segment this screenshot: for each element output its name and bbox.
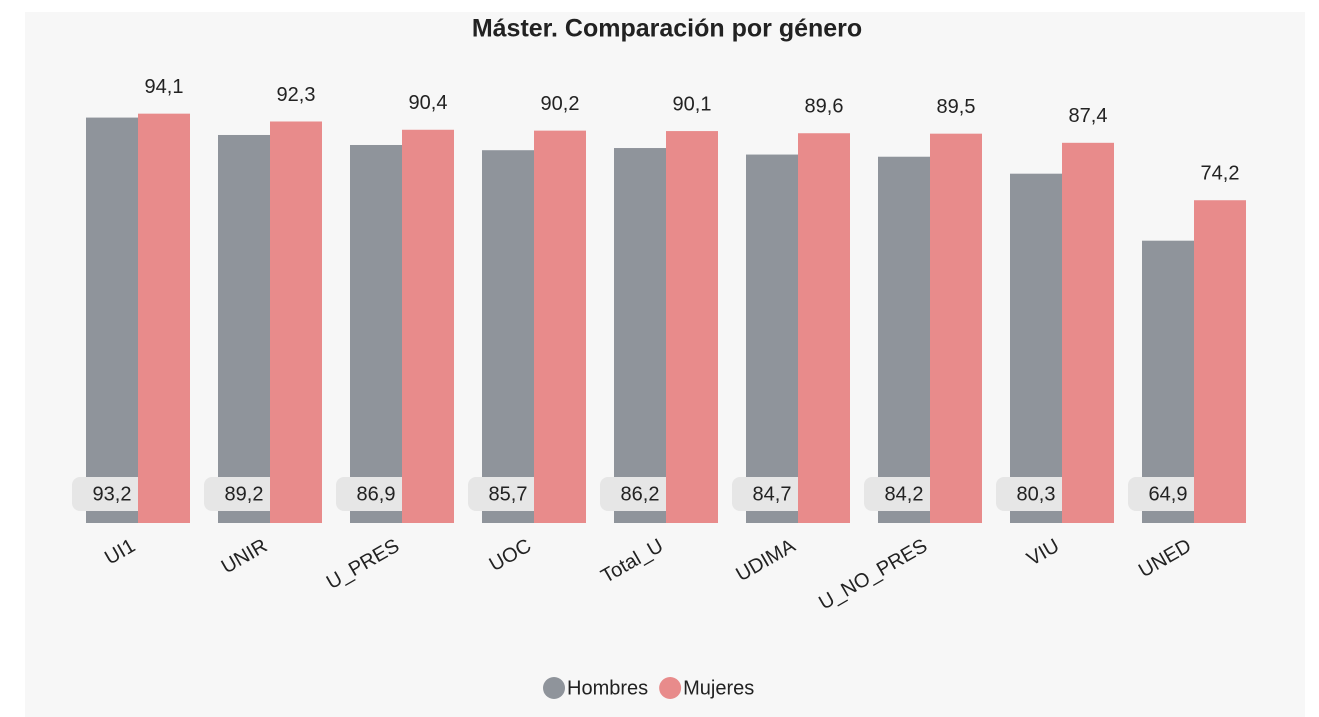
legend-label: Hombres xyxy=(567,677,648,699)
bar xyxy=(1062,142,1114,523)
legend-marker xyxy=(543,677,565,699)
data-label: 90,4 xyxy=(409,92,448,114)
bar xyxy=(930,133,982,524)
data-label: 89,5 xyxy=(937,96,976,118)
data-label: 94,1 xyxy=(145,76,184,98)
data-label-box xyxy=(336,477,416,511)
data-label: 85,7 xyxy=(489,483,528,505)
bar xyxy=(1142,240,1194,523)
bar xyxy=(482,150,534,523)
bar xyxy=(138,113,190,523)
bar xyxy=(1194,200,1246,524)
legend-marker xyxy=(659,677,682,699)
data-label-box xyxy=(732,477,812,511)
bar xyxy=(270,121,322,524)
bar xyxy=(402,129,454,523)
chart-title: Máster. Comparación por género xyxy=(472,15,862,43)
data-label-box xyxy=(864,477,944,511)
bar xyxy=(798,133,850,524)
data-label: 74,2 xyxy=(1201,163,1240,185)
data-label: 80,3 xyxy=(1017,483,1056,505)
bar xyxy=(534,130,586,523)
data-label: 84,2 xyxy=(885,483,924,505)
data-label: 93,2 xyxy=(93,483,132,505)
data-label: 87,4 xyxy=(1069,105,1108,127)
data-label: 89,6 xyxy=(805,96,844,118)
bar xyxy=(350,144,402,524)
data-label-box xyxy=(600,477,680,511)
data-label: 90,2 xyxy=(541,93,580,115)
data-label-box xyxy=(996,477,1076,511)
bar xyxy=(878,156,930,524)
bar xyxy=(666,131,718,523)
data-label: 64,9 xyxy=(1149,483,1188,505)
data-label: 92,3 xyxy=(277,84,316,106)
data-label-box xyxy=(468,477,548,511)
legend-label: Mujeres xyxy=(683,677,754,699)
data-label-box xyxy=(72,477,152,511)
data-label-box xyxy=(1128,477,1208,511)
bar xyxy=(86,117,138,523)
data-label: 90,1 xyxy=(673,93,712,115)
data-label: 86,9 xyxy=(357,483,396,505)
data-label: 89,2 xyxy=(225,483,264,505)
data-label-box xyxy=(204,477,284,511)
data-label: 86,2 xyxy=(621,483,660,505)
bar xyxy=(1010,173,1062,523)
bar xyxy=(746,154,798,523)
data-label: 84,7 xyxy=(753,483,792,505)
bar xyxy=(614,148,666,523)
bar xyxy=(218,134,270,524)
